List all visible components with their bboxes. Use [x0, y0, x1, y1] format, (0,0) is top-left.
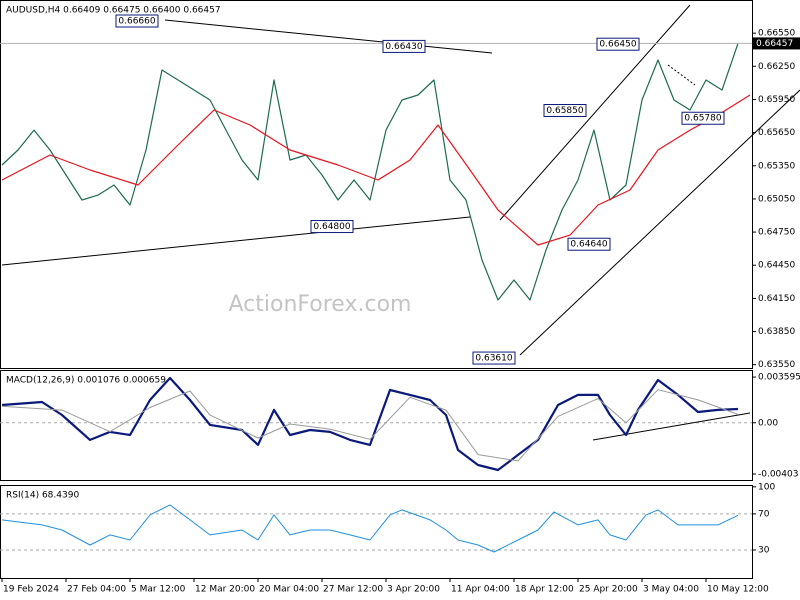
annotation-label: 0.64640 — [570, 240, 607, 250]
annotation-box — [382, 39, 426, 53]
annotation-label: 0.65850 — [546, 106, 583, 116]
series-line — [1, 504, 739, 553]
series-line — [1, 389, 739, 462]
x-tick-label: 10 May 12:00 — [707, 585, 769, 595]
y-tick-label: 0.65350 — [758, 161, 795, 171]
x-tick-label: 27 Feb 04:00 — [67, 585, 126, 595]
trend-line-dashed — [667, 64, 696, 86]
y-tick-label: 0.65050 — [758, 194, 795, 204]
series-line — [1, 376, 739, 472]
x-tick-label: 3 May 04:00 — [643, 585, 699, 595]
panel-frame — [0, 370, 753, 481]
y-tick-label: 0.003595 — [758, 373, 800, 383]
y-tick-label: 0.66250 — [758, 62, 795, 72]
x-tick-label: 11 Apr 04:00 — [451, 585, 510, 595]
panel-title: MACD(12,26,9) 0.001076 0.000659 — [6, 376, 166, 386]
annotation-label: 0.64800 — [313, 222, 350, 232]
y-tick-label: 0.00 — [758, 418, 778, 428]
y-tick-label: -0.00403 — [758, 470, 798, 480]
x-tick-label: 25 Apr 20:00 — [579, 585, 638, 595]
x-tick-label: 20 Mar 04:00 — [259, 585, 319, 595]
trend-line — [1, 216, 471, 266]
annotation-box — [472, 351, 516, 365]
panel-frame — [0, 0, 753, 369]
y-tick-label: 0.65950 — [758, 95, 795, 105]
trend-line — [164, 19, 493, 54]
y-tick-label: 0.64450 — [758, 261, 795, 271]
trend-line — [592, 412, 751, 441]
panel-title: RSI(14) 68.4390 — [6, 491, 79, 501]
y-tick-label: 0.66550 — [758, 29, 795, 39]
annotation-label: 0.63610 — [475, 354, 512, 364]
last-price-box — [752, 37, 800, 50]
trend-line — [499, 4, 691, 221]
x-tick-label: 12 Mar 20:00 — [195, 585, 255, 595]
x-tick-label: 5 Mar 12:00 — [131, 585, 186, 595]
series-line — [1, 94, 751, 246]
annotation-box — [567, 237, 611, 251]
annotation-label: 0.65780 — [684, 114, 721, 124]
y-tick-label: 70 — [758, 509, 770, 519]
annotation-box — [115, 14, 159, 28]
last-price-label: 0.66457 — [756, 39, 793, 49]
y-tick-label: 100 — [758, 482, 775, 492]
x-tick-label: 27 Mar 12:00 — [323, 585, 383, 595]
y-tick-label: 0.63850 — [758, 327, 795, 337]
trend-line — [519, 89, 800, 356]
panel-frame — [0, 485, 753, 579]
annotation-box — [596, 37, 640, 51]
y-tick-label: 0.63550 — [758, 360, 795, 370]
y-tick-label: 30 — [758, 546, 770, 556]
annotation-box — [543, 104, 587, 118]
annotation-box — [681, 111, 725, 125]
annotation-label: 0.66430 — [385, 42, 422, 52]
annotation-label: 0.66450 — [599, 40, 636, 50]
series-line — [1, 43, 739, 301]
watermark: ActionForex.com — [229, 292, 412, 317]
panel-title: AUDUSD,H4 0.66409 0.66475 0.66400 0.6645… — [6, 6, 221, 16]
annotation-box — [310, 220, 354, 234]
y-tick-label: 0.64150 — [758, 294, 795, 304]
x-tick-label: 18 Apr 12:00 — [515, 585, 574, 595]
annotation-label: 0.66660 — [118, 16, 155, 26]
x-tick-label: 19 Feb 2024 — [3, 585, 59, 595]
y-tick-label: 0.64750 — [758, 228, 795, 238]
x-tick-label: 3 Apr 20:00 — [387, 585, 440, 595]
y-tick-label: 0.65650 — [758, 128, 795, 138]
